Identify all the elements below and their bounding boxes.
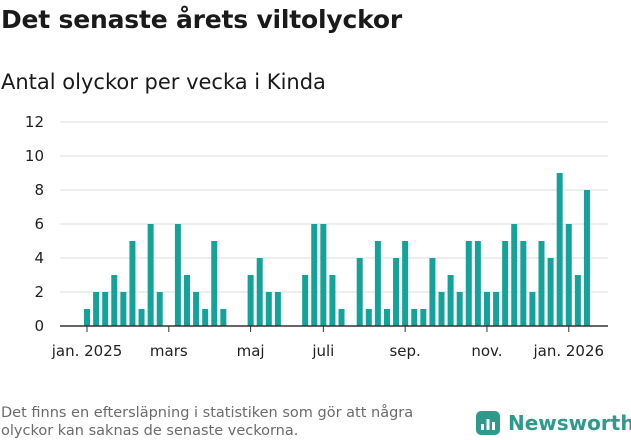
bar (456, 292, 463, 326)
bar (338, 309, 345, 326)
bar (247, 275, 254, 326)
bar (502, 241, 509, 326)
bar (547, 258, 554, 326)
y-tick-label: 2 (34, 283, 44, 301)
bar (565, 224, 572, 326)
bar (411, 309, 418, 326)
bar (220, 309, 227, 326)
bar (311, 224, 318, 326)
y-tick-label: 6 (34, 215, 44, 233)
x-tick-label: mars (150, 342, 188, 360)
bar (393, 258, 400, 326)
bar (129, 241, 136, 326)
bar (511, 224, 518, 326)
bar (493, 292, 500, 326)
y-tick-label: 10 (25, 147, 44, 165)
bar (529, 292, 536, 326)
bar (483, 292, 490, 326)
bar (274, 292, 281, 326)
x-axis (60, 325, 608, 332)
weekly-accidents-bar-chart: 0 2 4 6 8 10 12 jan. 2025 mars maj juli sep. nov. jan… (25, 113, 608, 360)
footnote: Det finns en eftersläpning i statistiken… (1, 405, 414, 439)
newsworthy-logo[interactable]: Newsworthy (476, 409, 631, 437)
bar (474, 241, 481, 326)
bar (120, 292, 127, 326)
chart-subtitle: Antal olyckor per vecka i Kinda (1, 70, 326, 94)
brand-name: Newsworthy (508, 411, 631, 435)
bar (156, 292, 163, 326)
bar (147, 224, 154, 326)
bar (138, 309, 145, 326)
bar (183, 275, 190, 326)
bar (265, 292, 272, 326)
y-tick-label: 12 (25, 113, 44, 131)
bar (174, 224, 181, 326)
bar (111, 275, 118, 326)
bar (538, 241, 545, 326)
x-tick-label: maj (237, 342, 265, 360)
bar (574, 275, 581, 326)
bar (356, 258, 363, 326)
bar (374, 241, 381, 326)
bar (202, 309, 209, 326)
bar (102, 292, 109, 326)
bar (447, 275, 454, 326)
tick-labels: 0 2 4 6 8 10 12 jan. 2025 mars maj juli sep. nov. jan… (25, 113, 604, 360)
x-tick-label: nov. (471, 342, 502, 360)
bar (520, 241, 527, 326)
chart-title: Det senaste årets viltolyckor (1, 5, 402, 34)
x-tick-label: jan. 2026 (532, 342, 604, 360)
bar (329, 275, 336, 326)
bar (556, 173, 563, 326)
bar (211, 241, 218, 326)
bar-chart-logo-icon (476, 411, 500, 435)
bars (84, 173, 590, 326)
bar (84, 309, 90, 326)
x-tick-label: juli (311, 342, 334, 360)
bar (365, 309, 372, 326)
bar (438, 292, 445, 326)
bar (420, 309, 427, 326)
y-tick-label: 4 (34, 249, 44, 267)
y-tick-label: 8 (34, 181, 44, 199)
bar (583, 190, 590, 326)
bar (465, 241, 472, 326)
bar (93, 292, 100, 326)
bar (193, 292, 200, 326)
bar (302, 275, 309, 326)
bar (383, 309, 390, 326)
x-tick-label: jan. 2025 (51, 342, 123, 360)
bar (256, 258, 263, 326)
x-tick-label: sep. (389, 342, 420, 360)
bar (429, 258, 436, 326)
bar (402, 241, 409, 326)
y-tick-label: 0 (34, 317, 44, 335)
bar (320, 224, 327, 326)
